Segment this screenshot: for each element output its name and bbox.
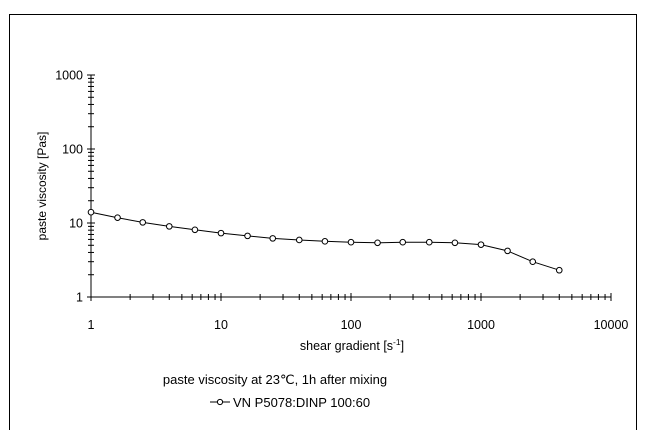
data-point bbox=[269, 235, 277, 242]
x-axis-label: shear gradient [s-1] bbox=[300, 337, 404, 353]
x-axis-ticks bbox=[90, 293, 612, 301]
data-point bbox=[114, 214, 121, 221]
x-tick-label: 10000 bbox=[594, 318, 629, 332]
data-point bbox=[477, 241, 485, 248]
x-axis-unit-close: ] bbox=[401, 339, 404, 353]
x-axis-tick-labels: 1 10 100 1000 10000 bbox=[88, 318, 629, 332]
series-markers bbox=[87, 208, 563, 274]
legend-marker-sample bbox=[216, 398, 224, 406]
data-point bbox=[87, 208, 95, 216]
legend: VN P5078:DINP 100:60 bbox=[210, 395, 370, 410]
data-point bbox=[529, 258, 537, 265]
data-point bbox=[374, 239, 381, 247]
y-tick-label: 1000 bbox=[55, 69, 83, 83]
x-axis-label-text: shear gradient bbox=[300, 339, 380, 353]
data-point bbox=[217, 229, 225, 237]
x-tick-label: 100 bbox=[341, 318, 362, 332]
y-tick-label: 10 bbox=[69, 217, 83, 231]
x-tick-label: 10 bbox=[214, 318, 228, 332]
y-axis-label: paste viscosity [Pas] bbox=[35, 132, 49, 241]
x-axis-unit-exp: -1 bbox=[393, 337, 401, 347]
data-point bbox=[191, 226, 199, 234]
data-point bbox=[139, 219, 147, 226]
data-point bbox=[451, 239, 459, 247]
data-point bbox=[347, 238, 355, 246]
data-point bbox=[504, 247, 511, 255]
y-axis-tick-labels: 1 10 100 1000 bbox=[55, 69, 83, 305]
y-tick-label: 1 bbox=[76, 291, 83, 305]
data-point bbox=[244, 232, 251, 240]
data-point bbox=[295, 236, 303, 244]
x-tick-label: 1 bbox=[88, 318, 95, 332]
data-point bbox=[165, 223, 173, 230]
data-point bbox=[321, 238, 329, 245]
chart-title: paste viscosity at 23℃, 1h after mixing bbox=[163, 372, 387, 387]
data-point bbox=[555, 266, 563, 274]
y-axis-ticks bbox=[87, 74, 95, 298]
y-tick-label: 100 bbox=[62, 143, 83, 157]
legend-entry-label: VN P5078:DINP 100:60 bbox=[233, 395, 370, 410]
data-point bbox=[399, 238, 407, 246]
x-tick-label: 1000 bbox=[467, 318, 495, 332]
data-point bbox=[425, 238, 433, 246]
x-axis-unit-base: [s bbox=[383, 339, 393, 353]
